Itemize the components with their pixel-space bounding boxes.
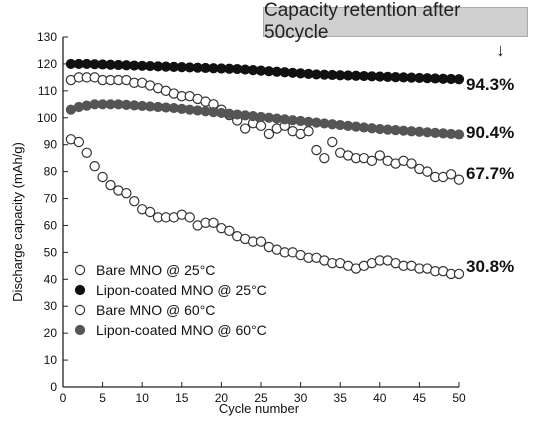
- y-tick-label: 100: [37, 111, 57, 125]
- x-tick-label: 15: [175, 391, 189, 405]
- data-point-series-2: [97, 171, 108, 183]
- data-point-series-0: [239, 123, 251, 134]
- x-axis-title: Cycle number: [219, 401, 300, 416]
- y-tick-label: 10: [44, 353, 58, 367]
- y-tick-label: 20: [44, 326, 58, 340]
- y-tick-label: 60: [44, 218, 58, 232]
- retention-label-lipon-60: 90.4%: [466, 123, 515, 142]
- legend-label: Lipon-coated MNO @ 60°C: [96, 322, 267, 338]
- x-tick-label: 45: [413, 391, 427, 405]
- y-tick-label: 0: [50, 380, 57, 394]
- data-point-series-0: [303, 126, 314, 137]
- data-point-series-2: [184, 212, 195, 223]
- data-point-series-2: [121, 187, 132, 199]
- down-arrow-icon: ↓: [496, 40, 505, 60]
- data-point-series-1: [453, 74, 465, 85]
- data-point-series-0: [327, 136, 338, 148]
- y-tick-label: 50: [44, 245, 58, 259]
- data-point-series-0: [255, 120, 267, 132]
- retention-label-bare-60: 30.8%: [466, 257, 515, 276]
- x-tick-label: 35: [334, 391, 348, 405]
- retention-label-bare-25: 67.7%: [466, 164, 515, 183]
- x-tick-label: 0: [60, 391, 67, 405]
- data-point-series-0: [311, 144, 322, 156]
- legend-label: Bare MNO @ 25°C: [96, 262, 215, 278]
- data-point-series-0: [374, 150, 385, 161]
- x-tick-label: 40: [373, 391, 387, 405]
- legend-marker: [74, 304, 86, 316]
- data-point-series-2: [129, 196, 140, 207]
- legend-marker: [74, 264, 86, 276]
- data-point-series-0: [445, 169, 457, 180]
- data-point-series-2: [73, 136, 85, 148]
- y-tick-label: 70: [44, 192, 58, 206]
- y-axis-title: Discharge capacity (mAh/g): [10, 142, 25, 302]
- data-point-series-2: [81, 147, 92, 158]
- x-tick-label: 5: [99, 391, 106, 405]
- y-tick-label: 90: [44, 138, 58, 152]
- data-point-series-0: [263, 128, 275, 140]
- data-point-series-0: [406, 158, 417, 169]
- data-point-series-2: [208, 217, 219, 228]
- data-point-series-2: [105, 179, 116, 191]
- x-tick-label: 20: [215, 391, 229, 405]
- x-tick-label: 30: [294, 391, 308, 405]
- y-tick-label: 80: [44, 165, 58, 179]
- data-point-series-2: [144, 206, 156, 218]
- retention-header: Capacity retention after 50cycle: [263, 0, 528, 43]
- legend-label: Lipon-coated MNO @ 25°C: [96, 282, 267, 298]
- y-tick-label: 30: [44, 299, 58, 313]
- data-point-series-2: [255, 236, 267, 247]
- data-point-series-0: [453, 174, 465, 185]
- data-point-series-2: [224, 225, 235, 237]
- y-tick-label: 110: [38, 84, 57, 98]
- y-tick-label: 40: [44, 272, 58, 286]
- legend-marker: [74, 324, 86, 336]
- x-tick-label: 50: [452, 391, 466, 405]
- y-tick-label: 120: [37, 57, 57, 71]
- x-tick-label: 25: [254, 391, 268, 405]
- data-point-series-0: [319, 152, 330, 164]
- data-point-series-2: [453, 268, 465, 280]
- data-point-series-2: [89, 161, 100, 172]
- data-point-series-3: [453, 129, 465, 140]
- y-tick-label: 130: [37, 30, 57, 44]
- retention-label-lipon-25: 94.3%: [466, 75, 515, 94]
- data-point-series-0: [366, 155, 378, 167]
- x-tick-label: 10: [136, 391, 150, 405]
- legend-marker: [74, 284, 86, 296]
- legend-label: Bare MNO @ 60°C: [96, 302, 215, 318]
- data-point-series-0: [422, 166, 433, 177]
